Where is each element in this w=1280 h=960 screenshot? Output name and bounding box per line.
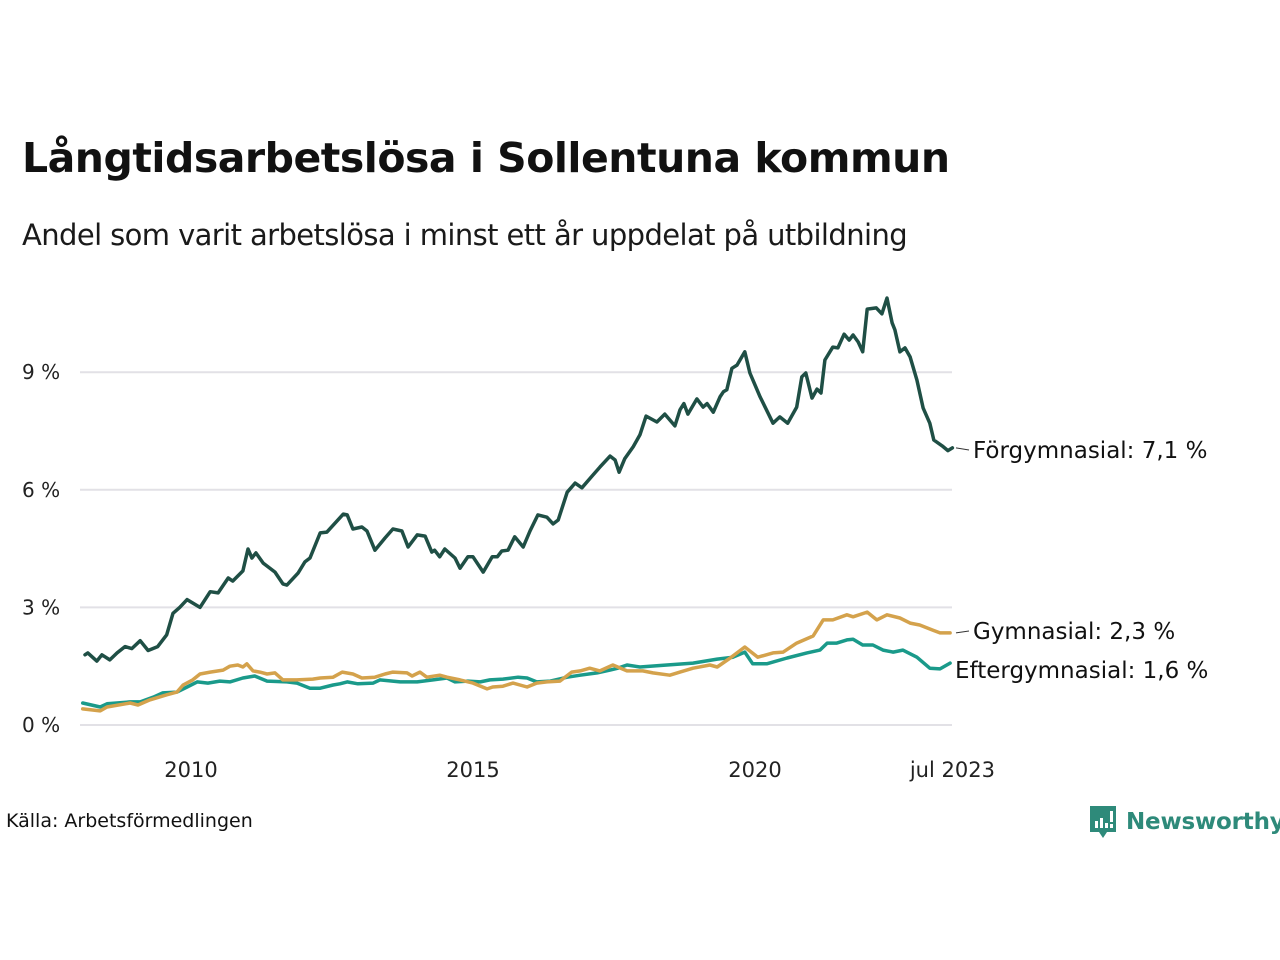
end-label-eftergymnasial: Eftergymnasial: 1,6 % [955, 658, 1208, 684]
series-line-gymnasial [80, 610, 952, 713]
end-label-gymnasial: Gymnasial: 2,3 % [973, 619, 1175, 645]
series-line-eftergymnasial [80, 637, 952, 709]
y-tick-label: 9 % [22, 360, 60, 384]
x-axis-ticks: 2010 2015 2020 jul 2023 [164, 758, 995, 782]
end-label-leader [955, 447, 970, 451]
x-tick-label: jul 2023 [909, 758, 995, 782]
x-tick-label: 2020 [728, 758, 781, 782]
series-line-forgymnasial [83, 296, 955, 663]
end-label-leader [955, 630, 970, 634]
newsworthy-brand: Newsworthy [1088, 804, 1280, 840]
end-label-forgymnasial: Förgymnasial: 7,1 % [973, 438, 1207, 464]
source-note: Källa: Arbetsförmedlingen [6, 810, 253, 832]
x-tick-label: 2015 [446, 758, 499, 782]
chart-subtitle: Andel som varit arbetslösa i minst ett å… [22, 218, 908, 252]
brand-name: Newsworthy [1126, 809, 1280, 835]
y-axis-ticks: 0 % 3 % 6 % 9 % [22, 360, 60, 737]
chart-title: Långtidsarbetslösa i Sollentuna kommun [22, 134, 950, 182]
y-tick-label: 6 % [22, 478, 60, 502]
newsworthy-logo-icon [1090, 806, 1116, 838]
y-tick-label: 3 % [22, 595, 60, 619]
end-labels: Förgymnasial: 7,1 % Gymnasial: 2,3 % Eft… [955, 438, 1208, 684]
x-tick-label: 2010 [164, 758, 217, 782]
y-tick-label: 0 % [22, 713, 60, 737]
series-lines [80, 296, 955, 713]
